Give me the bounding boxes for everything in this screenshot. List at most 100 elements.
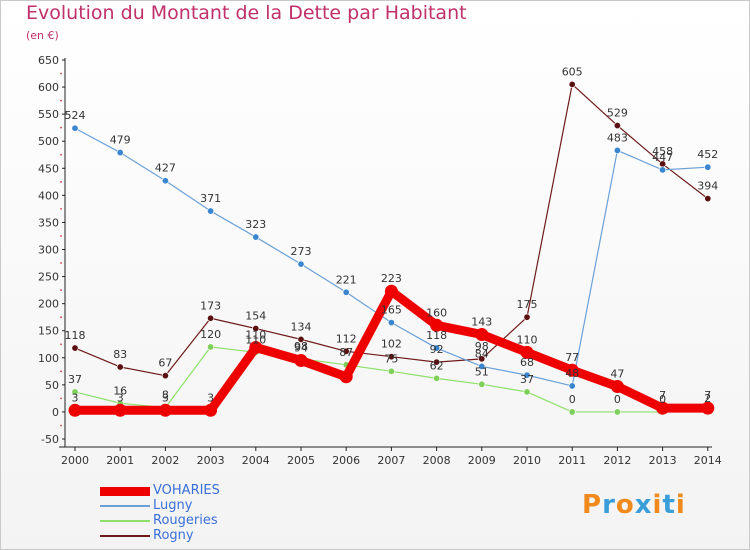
y-tick-label: 600 (38, 81, 59, 94)
x-tick-label: 2001 (106, 454, 134, 467)
data-point (207, 343, 215, 351)
data-label: 83 (113, 348, 127, 361)
data-label: 110 (245, 333, 266, 346)
y-minor-tick (60, 180, 62, 183)
y-tick-label: 350 (38, 216, 59, 229)
proxiti-logo: Proxiti (582, 490, 686, 520)
data-point (71, 124, 79, 132)
data-point (387, 353, 395, 361)
y-tick-label: 300 (38, 244, 59, 257)
y-minor-tick (60, 289, 62, 292)
data-point (433, 374, 441, 382)
data-label: 7 (659, 389, 666, 402)
x-tick-label: 2012 (603, 454, 631, 467)
data-label: 221 (336, 273, 357, 286)
y-tick-label: -50 (41, 433, 59, 446)
x-tick-label: 2003 (197, 454, 225, 467)
legend-swatch (100, 535, 150, 537)
x-tick-label: 2007 (377, 454, 405, 467)
data-point (520, 345, 534, 359)
data-point (704, 163, 712, 171)
y-tick-label: 150 (38, 325, 59, 338)
series-layer (68, 80, 715, 417)
data-point (113, 403, 127, 417)
data-label: 84 (475, 347, 489, 360)
y-minor-tick (60, 235, 62, 237)
y-minor-tick (60, 343, 62, 346)
data-label: 3 (72, 391, 79, 404)
data-point (430, 318, 444, 332)
y-tick-label: 400 (38, 189, 59, 202)
data-label: 0 (569, 393, 576, 406)
data-point (161, 372, 169, 380)
y-tick-label: 50 (45, 379, 59, 392)
data-label: 110 (517, 333, 538, 346)
data-point (294, 353, 308, 367)
data-label: 223 (381, 272, 402, 285)
x-tick-label: 2004 (242, 454, 270, 467)
data-label: 98 (294, 340, 308, 353)
data-label: 427 (155, 162, 176, 175)
data-point (342, 347, 350, 355)
data-label: 92 (430, 343, 444, 356)
data-label: 51 (475, 365, 489, 378)
x-tick-label: 2002 (151, 454, 179, 467)
data-label: 118 (65, 329, 86, 342)
data-point (384, 284, 398, 298)
data-label: 77 (565, 351, 579, 364)
data-label: 102 (381, 338, 402, 351)
data-point (207, 314, 215, 322)
data-label: 143 (471, 316, 492, 329)
data-point (387, 319, 395, 327)
legend-label: VOHARIES (153, 483, 220, 498)
data-label: 3 (117, 391, 124, 404)
legend-label: Rogny (153, 528, 194, 543)
data-point (523, 371, 531, 379)
y-tick-label: 650 (38, 54, 59, 67)
data-label: 0 (659, 393, 666, 406)
series-line-rogny (74, 83, 709, 377)
y-minor-tick (60, 316, 62, 319)
legend-swatch (100, 505, 150, 507)
data-point (568, 408, 576, 416)
data-label: 154 (245, 310, 266, 323)
data-point (478, 355, 486, 363)
data-point (433, 358, 441, 366)
data-point (116, 363, 124, 371)
data-point (339, 370, 353, 384)
data-label: 452 (697, 148, 718, 161)
data-label: 110 (245, 328, 266, 341)
data-point (433, 344, 441, 352)
y-tick-label: 100 (38, 352, 59, 365)
y-tick-label: 550 (38, 108, 59, 121)
data-point (613, 122, 621, 130)
data-point (610, 379, 624, 393)
data-label: 75 (384, 352, 398, 365)
data-label: 479 (110, 134, 131, 147)
data-point (656, 401, 670, 415)
legend-label: Rougeries (153, 513, 218, 528)
data-label: 16 (113, 384, 127, 397)
data-label: 37 (520, 373, 534, 386)
data-point (659, 166, 667, 174)
data-point (475, 328, 489, 342)
data-label: 94 (294, 341, 308, 354)
x-tick-label: 2011 (558, 454, 586, 467)
data-label: 3 (162, 391, 169, 404)
legend-item-lugny: Lugny (100, 499, 300, 513)
data-label: 118 (426, 329, 447, 342)
y-tick-label: 250 (38, 271, 59, 284)
data-point (252, 233, 260, 241)
data-point (71, 344, 79, 352)
y-minor-tick (60, 99, 62, 102)
data-point (704, 195, 712, 203)
data-point (568, 382, 576, 390)
data-label: 173 (200, 299, 221, 312)
data-label: 87 (339, 346, 353, 359)
data-label: 7 (704, 389, 711, 402)
axes: -500501001502002503003504004505005506006… (38, 54, 722, 467)
data-point (207, 207, 215, 215)
data-label: 48 (565, 367, 579, 380)
data-point (478, 380, 486, 388)
